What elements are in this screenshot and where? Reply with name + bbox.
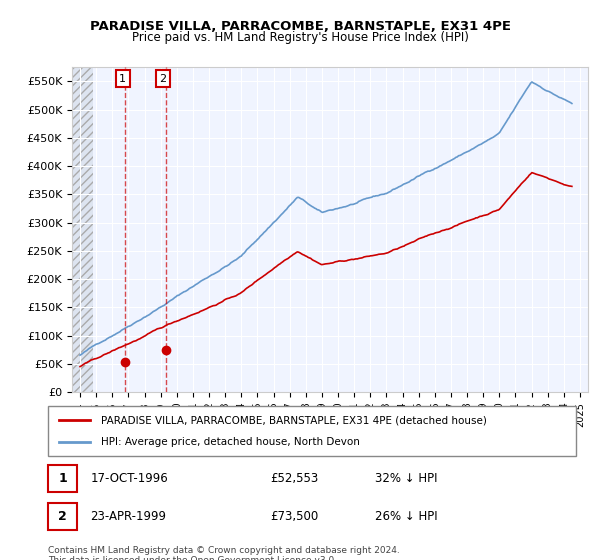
Text: HPI: Average price, detached house, North Devon: HPI: Average price, detached house, Nort… [101, 437, 359, 447]
Text: 1: 1 [119, 74, 126, 83]
Text: 23-APR-1999: 23-APR-1999 [90, 510, 166, 523]
Text: PARADISE VILLA, PARRACOMBE, BARNSTAPLE, EX31 4PE (detached house): PARADISE VILLA, PARRACOMBE, BARNSTAPLE, … [101, 415, 487, 425]
FancyBboxPatch shape [48, 503, 77, 530]
Text: £52,553: £52,553 [270, 472, 318, 485]
Text: £73,500: £73,500 [270, 510, 318, 523]
Text: 2: 2 [160, 74, 167, 83]
Bar [72, 67, 93, 392]
Text: 17-OCT-1996: 17-OCT-1996 [90, 472, 168, 485]
Text: 26% ↓ HPI: 26% ↓ HPI [376, 510, 438, 523]
Text: 2: 2 [58, 510, 67, 523]
Text: Price paid vs. HM Land Registry's House Price Index (HPI): Price paid vs. HM Land Registry's House … [131, 31, 469, 44]
FancyBboxPatch shape [48, 406, 576, 456]
FancyBboxPatch shape [48, 465, 77, 492]
Text: Contains HM Land Registry data © Crown copyright and database right 2024.
This d: Contains HM Land Registry data © Crown c… [48, 546, 400, 560]
Text: 32% ↓ HPI: 32% ↓ HPI [376, 472, 438, 485]
Text: 1: 1 [58, 472, 67, 485]
Text: PARADISE VILLA, PARRACOMBE, BARNSTAPLE, EX31 4PE: PARADISE VILLA, PARRACOMBE, BARNSTAPLE, … [89, 20, 511, 32]
Bar [72, 67, 93, 392]
